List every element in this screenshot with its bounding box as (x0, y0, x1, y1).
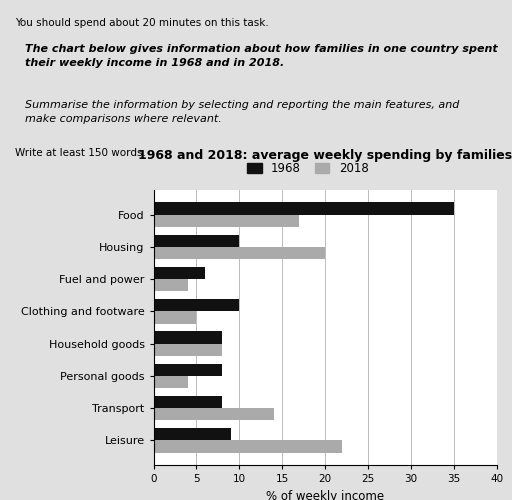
Bar (154, 440, 342, 452)
Bar (154, 396, 222, 408)
Bar (154, 332, 222, 344)
Bar (154, 202, 454, 214)
Bar (154, 428, 231, 440)
Bar (154, 234, 239, 247)
Bar (154, 267, 205, 279)
Bar (154, 214, 300, 227)
Bar (154, 299, 239, 312)
Title: 1968 and 2018: average weekly spending by families: 1968 and 2018: average weekly spending b… (138, 150, 512, 162)
Bar (154, 344, 222, 356)
Bar (154, 376, 188, 388)
Text: Write at least 150 words.: Write at least 150 words. (15, 148, 146, 158)
Text: You should spend about 20 minutes on this task.: You should spend about 20 minutes on thi… (15, 18, 269, 28)
Legend: 1968, 2018: 1968, 2018 (243, 158, 373, 180)
Bar (154, 312, 197, 324)
X-axis label: % of weekly income: % of weekly income (266, 490, 384, 500)
Text: The chart below gives information about how families in one country spent
their : The chart below gives information about … (25, 44, 498, 68)
Bar (154, 364, 222, 376)
Bar (154, 247, 325, 259)
Text: Summarise the information by selecting and reporting the main features, and
make: Summarise the information by selecting a… (25, 100, 459, 124)
Bar (154, 279, 188, 291)
Bar (154, 408, 273, 420)
